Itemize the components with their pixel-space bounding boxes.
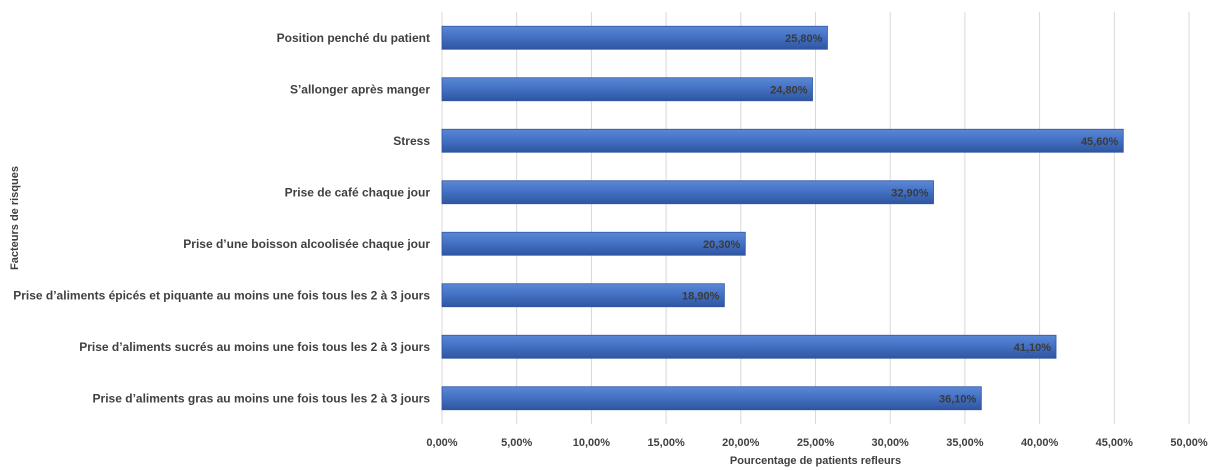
category-label: Stress: [393, 134, 430, 148]
bar: [441, 77, 813, 102]
category-label: Position penché du patient: [277, 31, 430, 45]
bar: [441, 180, 934, 205]
bar-data-label: 20,30%: [703, 239, 741, 251]
x-tick-label: 45,00%: [1096, 437, 1134, 449]
category-label: S’allonger après manger: [290, 82, 430, 96]
x-tick-label: 15,00%: [647, 437, 685, 449]
category-label: Prise d’aliments épicés et piquante au m…: [13, 288, 430, 302]
bar-data-label: 41,10%: [1014, 342, 1052, 354]
bars: 25,80% 24,80% 45,60% 32,90% 20,30% 18,90% 41,1…: [441, 25, 1124, 411]
category-label: Prise d’aliments gras au moins une fois …: [93, 391, 431, 405]
bar: [441, 334, 1057, 359]
bar: [441, 128, 1124, 153]
x-tick-label: 20,00%: [722, 437, 760, 449]
bar-data-label: 32,90%: [891, 187, 929, 199]
gridlines: [441, 12, 1190, 424]
bar-data-label: 36,10%: [939, 393, 977, 405]
category-label: Prise d’aliments sucrés au moins une foi…: [79, 340, 430, 354]
x-tick-label: 25,00%: [797, 437, 835, 449]
category-labels: Position penché du patient S’allonger apr…: [13, 31, 430, 406]
x-tick-labels: 0,00% 5,00% 10,00% 15,00% 20,00% 25,00% 30,00%…: [426, 437, 1207, 449]
bar: [441, 283, 725, 308]
x-axis-title: Pourcentage de patients refleurs: [730, 455, 901, 467]
category-label: Prise d’une boisson alcoolisée chaque jo…: [183, 237, 430, 251]
category-label: Prise de café chaque jour: [285, 185, 431, 199]
bar: [441, 231, 746, 256]
x-tick-label: 50,00%: [1170, 437, 1208, 449]
x-tick-label: 35,00%: [946, 437, 984, 449]
x-tick-label: 30,00%: [872, 437, 910, 449]
y-axis-title: Facteurs de risques: [9, 166, 21, 270]
bar-data-label: 25,80%: [785, 33, 823, 45]
x-tick-label: 0,00%: [426, 437, 457, 449]
x-tick-label: 5,00%: [501, 437, 532, 449]
bar-data-label: 18,90%: [682, 290, 720, 302]
bar-data-label: 45,60%: [1081, 136, 1119, 148]
x-tick-label: 10,00%: [573, 437, 611, 449]
bar-data-label: 24,80%: [770, 84, 808, 96]
bar: [441, 386, 982, 411]
x-tick-label: 40,00%: [1021, 437, 1059, 449]
bar: [441, 25, 828, 50]
